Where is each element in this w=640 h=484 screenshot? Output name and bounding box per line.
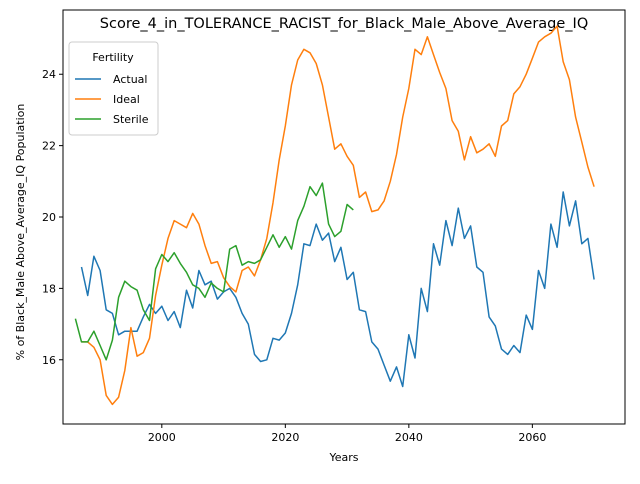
x-tick-label: 2000 xyxy=(148,431,176,444)
x-tick-label: 2040 xyxy=(395,431,423,444)
x-axis: 2000 2020 2040 2060 xyxy=(148,424,546,444)
y-tick-label: 16 xyxy=(42,354,56,367)
plot-frame xyxy=(62,9,626,425)
series-line-ideal xyxy=(81,25,595,406)
x-tick-label: 2020 xyxy=(271,431,299,444)
legend-frame xyxy=(68,41,159,136)
y-axis: 16 18 20 22 24 xyxy=(42,68,63,367)
legend: Fertility Actual Ideal Sterile xyxy=(68,41,159,136)
legend-label-actual: Actual xyxy=(113,73,147,86)
series-line-actual xyxy=(80,191,595,388)
y-tick-label: 20 xyxy=(42,211,56,224)
chart-title: Score_4_in_TOLERANCE_RACIST_for_Black_Ma… xyxy=(100,16,588,32)
legend-title: Fertility xyxy=(92,51,134,64)
y-tick-label: 18 xyxy=(42,282,56,295)
y-tick-label: 24 xyxy=(42,68,56,81)
x-tick-label: 2060 xyxy=(518,431,546,444)
y-axis-label: % of Black_Male Above_Average_IQ Populat… xyxy=(14,104,27,361)
x-axis-label: Years xyxy=(328,451,358,464)
plot-area xyxy=(74,25,595,406)
legend-label-ideal: Ideal xyxy=(113,93,140,106)
legend-label-sterile: Sterile xyxy=(113,113,149,126)
y-tick-label: 22 xyxy=(42,140,56,153)
series-line-sterile xyxy=(74,182,354,361)
